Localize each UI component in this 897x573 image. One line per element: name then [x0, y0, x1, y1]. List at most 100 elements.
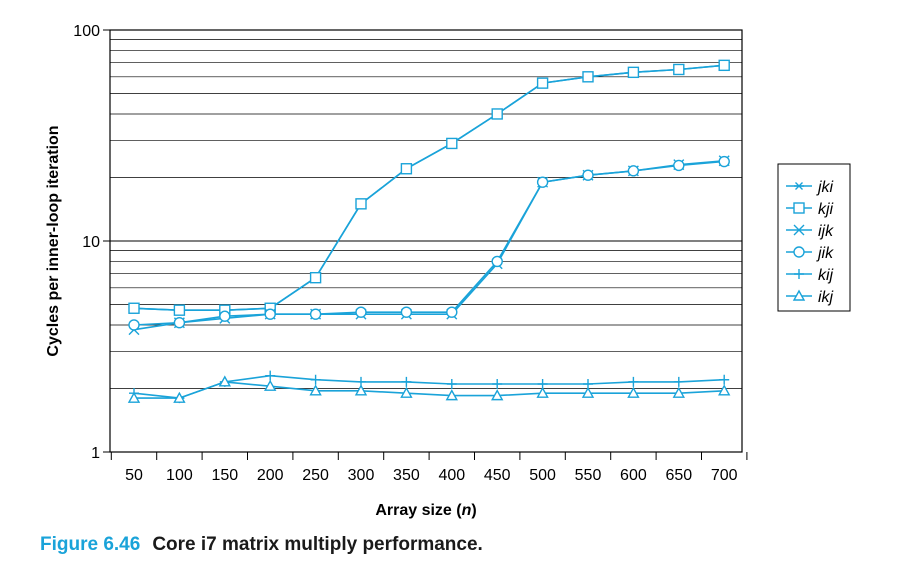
marker-circle: [264, 308, 276, 320]
marker-square: [793, 202, 805, 214]
legend-item-jki: jki: [786, 179, 834, 196]
x-tick-label: 700: [711, 467, 738, 484]
y-axis-title: Cycles per inner-loop iteration: [45, 125, 62, 356]
marker-circle: [400, 306, 413, 318]
marker-square: [173, 304, 186, 316]
series-layer: [127, 59, 731, 404]
y-tick-label: 1: [91, 445, 100, 462]
y-tick-label: 10: [82, 234, 100, 251]
marker-square: [536, 77, 549, 89]
marker-square: [673, 63, 685, 76]
grid-lines: [110, 39, 742, 389]
legend-box: [777, 163, 851, 312]
legend-label: ikj: [818, 289, 834, 306]
legend-item-jik: jik: [786, 245, 834, 262]
marker-plus: [794, 269, 804, 279]
marker-circle: [673, 159, 685, 172]
legend-item-kji: kji: [786, 201, 834, 218]
x-tick-label: 600: [620, 467, 647, 484]
marker-x: [793, 224, 805, 236]
legend-item-ijk: ijk: [786, 223, 834, 240]
x-tick-label: 450: [484, 467, 511, 484]
series-kji: [128, 59, 730, 316]
marker-triangle: [173, 391, 186, 403]
x-axis-ticks: 50 100 150 200 250 300 350 400 450 500 550 600 650 70…: [110, 452, 748, 484]
marker-square: [582, 71, 594, 83]
marker-triangle: [354, 384, 368, 396]
legend-label: jik: [816, 245, 834, 262]
series-line-jik: [133, 160, 725, 326]
x-tick-label: 100: [166, 467, 193, 484]
x-tick-label: 350: [393, 467, 420, 484]
marker-plus: [446, 379, 457, 390]
marker-triangle: [400, 386, 413, 398]
x-tick-label: 400: [438, 467, 465, 484]
series-jki: [129, 61, 730, 315]
marker-square: [718, 59, 730, 72]
figure-caption: Figure 6.46 Core i7 matrix multiply perfo…: [40, 534, 483, 556]
marker-circle: [491, 255, 503, 268]
x-tick-label: 150: [211, 467, 238, 484]
x-tick-label: 250: [302, 467, 329, 484]
figure-number: Figure 6.46: [40, 534, 141, 555]
series-ijk: [128, 155, 730, 336]
marker-triangle: [445, 389, 458, 401]
marker-circle: [793, 246, 805, 258]
x-tick-label: 550: [575, 467, 602, 484]
legend-label: ijk: [818, 223, 834, 240]
marker-circle: [446, 306, 458, 318]
marker-circle: [128, 319, 140, 331]
marker-triangle: [309, 384, 322, 396]
legend-label: kji: [818, 201, 834, 218]
series-ikj: [127, 375, 731, 403]
marker-triangle: [581, 386, 595, 398]
x-axis-title: Array size (n): [375, 502, 476, 519]
series-jik: [128, 155, 730, 331]
y-axis-ticks: 1 10 100: [73, 23, 110, 462]
x-tick-label: 50: [125, 467, 143, 484]
marker-square: [355, 198, 367, 210]
marker-triangle: [127, 391, 141, 403]
marker-triangle: [491, 389, 504, 401]
marker-square: [491, 108, 503, 120]
marker-circle: [309, 308, 322, 320]
marker-circle: [627, 165, 640, 177]
marker-circle: [219, 310, 231, 322]
marker-square: [309, 271, 322, 284]
marker-plus: [310, 374, 321, 385]
legend-item-ikj: ikj: [786, 289, 834, 306]
marker-plus: [492, 379, 503, 390]
marker-triangle: [536, 386, 549, 398]
marker-plus: [628, 376, 639, 387]
chart: 50 100 150 200 250 300 350 400 450 500 550 600 650 70…: [45, 23, 851, 519]
marker-plus: [719, 374, 730, 385]
marker-circle: [536, 176, 549, 188]
series-line-ikj: [134, 381, 725, 399]
legend-label: kij: [818, 267, 834, 284]
marker-circle: [718, 155, 730, 168]
marker-plus: [265, 370, 276, 381]
x-tick-label: 300: [348, 467, 375, 484]
marker-square: [627, 66, 640, 79]
marker-triangle: [218, 375, 231, 387]
marker-triangle: [627, 386, 640, 398]
series-kij: [129, 370, 730, 404]
marker-circle: [355, 306, 367, 318]
marker-circle: [582, 169, 594, 181]
x-tick-label: 200: [257, 467, 284, 484]
marker-asterisk: [794, 182, 804, 190]
x-tick-label: 650: [665, 467, 692, 484]
marker-plus: [401, 376, 412, 387]
marker-triangle: [672, 386, 685, 398]
marker-square: [446, 137, 458, 150]
marker-triangle: [792, 289, 806, 301]
x-tick-label: 500: [529, 467, 556, 484]
legend-item-kij: kij: [786, 267, 834, 284]
marker-triangle: [264, 379, 277, 391]
marker-circle: [173, 317, 186, 329]
legend: jki kji ijk jik kij ikj: [777, 163, 851, 312]
marker-square: [128, 302, 140, 314]
figure-caption-text: Core i7 matrix multiply performance.: [152, 534, 483, 555]
series-line-kji: [133, 64, 725, 312]
legend-label: jki: [816, 179, 834, 196]
